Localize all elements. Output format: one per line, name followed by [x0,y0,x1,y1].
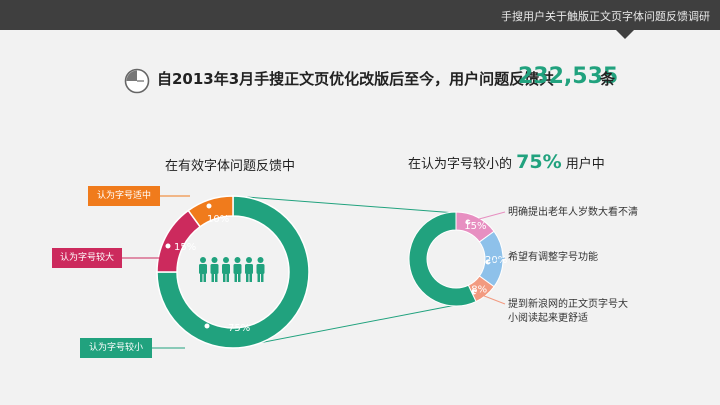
person-head-1 [211,257,218,263]
person-leg-r-2 [226,274,229,282]
person-leg-r-4 [249,274,252,282]
tag-large: 认为字号较大 [52,248,122,268]
left-pct-label-0: 75% [228,323,250,334]
person-head-0 [200,257,206,263]
right-subtitle-prefix: 在认为字号较小的 [408,157,513,172]
person-leg-l-0 [200,274,203,282]
tag-small: 认为字号较小 [80,338,152,358]
connector-line-bottom [232,304,457,349]
person-body-2 [222,264,230,274]
top-bar: 手搜用户关于触版正文页字体问题反馈调研 [0,0,720,30]
person-leg-l-2 [223,274,226,282]
person-leg-r-3 [238,274,241,282]
annotation-elderly: 明确提出老年人岁数大看不清 [508,207,638,218]
right-pct-label-0: 15% [464,221,486,232]
person-leg-l-3 [234,274,237,282]
person-body-5 [256,264,265,274]
person-body-3 [233,264,242,274]
right-subtitle-suffix: 用户中 [565,157,605,172]
leader-line-1 [487,257,506,263]
annotation-leaders [465,211,506,305]
tag-medium: 认为字号适中 [88,186,160,206]
right-subtitle-pct: 75% [516,151,562,173]
annotation-adjust: 希望有调整字号功能 [508,252,598,263]
headline-text: 自2013年3月手搜正文页优化改版后至今，用户问题反馈共 [157,70,555,88]
headline: 自2013年3月手搜正文页优化改版后至今，用户问题反馈共 232,535 条 [0,64,720,100]
left-dot-2 [206,203,212,209]
left-dot-1 [165,243,171,249]
leader-line-2 [473,291,506,305]
person-head-2 [223,257,229,263]
top-bar-notch [616,30,634,39]
right-chart-subtitle: 在认为字号较小的 75% 用户中 [408,151,605,173]
right-pct-label-2: 8% [471,284,487,295]
left-chart-subtitle: 在有效字体问题反馈中 [165,159,296,174]
right-slice-3 [408,211,477,307]
annotation-sina: 提到新浪网的正文页字号大小阅读起来更舒适 [508,299,628,324]
person-leg-l-4 [246,274,249,282]
connector-line-top [232,195,457,214]
left-pct-label-1: 15% [174,242,196,253]
person-body-1 [210,264,219,274]
left-slice-2 [187,195,234,228]
person-body-0 [199,264,207,274]
clock-icon [124,68,150,94]
leader-line-0 [467,211,506,223]
person-leg-r-0 [203,274,206,282]
headline-unit: 条 [600,70,616,88]
right-donut-chart: 15%20%8% [408,211,507,307]
left-donut-chart: 75% 15% 10% [122,195,310,349]
headline-count: 232,535 [518,64,619,89]
left-slice-0 [156,195,310,349]
person-leg-r-1 [215,274,218,282]
page-title: 手搜用户关于触版正文页字体问题反馈调研 [501,10,710,23]
left-pct-label-2: 10% [207,214,229,225]
person-head-4 [246,257,252,263]
person-leg-r-5 [261,274,264,282]
person-leg-l-5 [257,274,260,282]
person-body-4 [245,264,253,274]
person-head-3 [234,257,241,263]
people-icon [199,257,265,282]
person-head-5 [257,257,264,263]
left-dot-0 [204,323,210,329]
person-leg-l-1 [211,274,214,282]
